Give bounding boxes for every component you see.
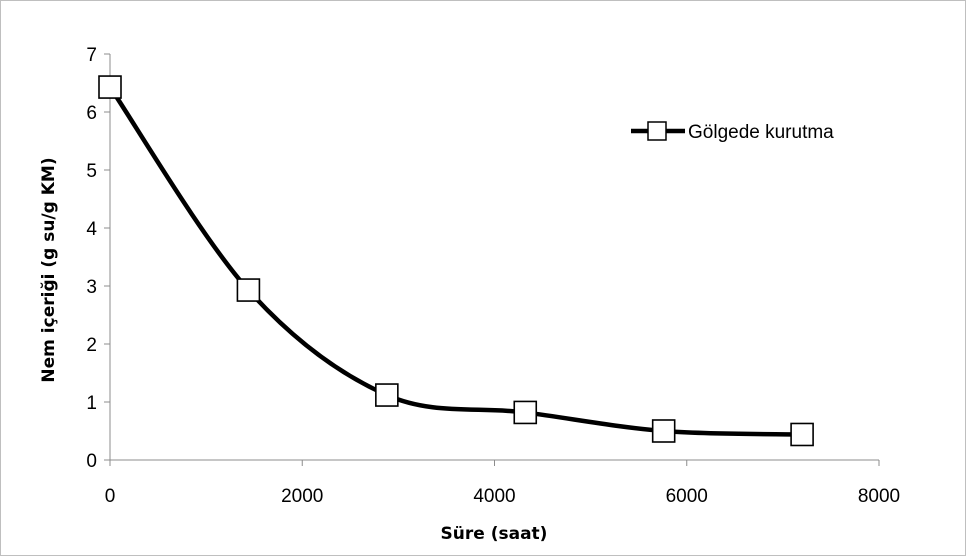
y-tick-label: 2 <box>86 335 97 356</box>
x-axis-title: Süre (saat) <box>441 524 548 544</box>
data-point-marker <box>236 278 261 302</box>
x-tick-label: 8000 <box>858 486 900 507</box>
y-tick-label: 6 <box>86 103 97 124</box>
y-tick-label: 5 <box>86 161 97 182</box>
x-tick-label: 2000 <box>281 486 323 507</box>
x-tick-label: 6000 <box>666 486 708 507</box>
ticks: 0 1 2 3 4 5 6 7 0 2000 4000 6000 8000 <box>86 45 900 507</box>
legend-label: Gölgede kurutma <box>688 122 834 143</box>
series-layer <box>98 75 814 447</box>
data-point-marker <box>513 400 538 425</box>
y-tick-label: 3 <box>86 277 97 298</box>
data-point-marker <box>375 383 399 407</box>
legend: Gölgede kurutma <box>631 121 834 143</box>
y-tick-label: 0 <box>86 451 97 472</box>
y-tick-label: 1 <box>86 393 97 414</box>
axes <box>109 54 879 461</box>
x-tick-label: 4000 <box>473 486 515 507</box>
data-point-marker <box>98 75 122 99</box>
y-tick-label: 4 <box>86 219 97 240</box>
y-axis-title: Nem içeriği (g su/g KM) <box>39 157 59 382</box>
y-tick-label: 7 <box>86 45 97 66</box>
data-point-marker <box>790 422 814 447</box>
legend-marker <box>647 121 667 141</box>
data-point-marker <box>651 419 676 443</box>
x-tick-label: 0 <box>105 486 116 507</box>
